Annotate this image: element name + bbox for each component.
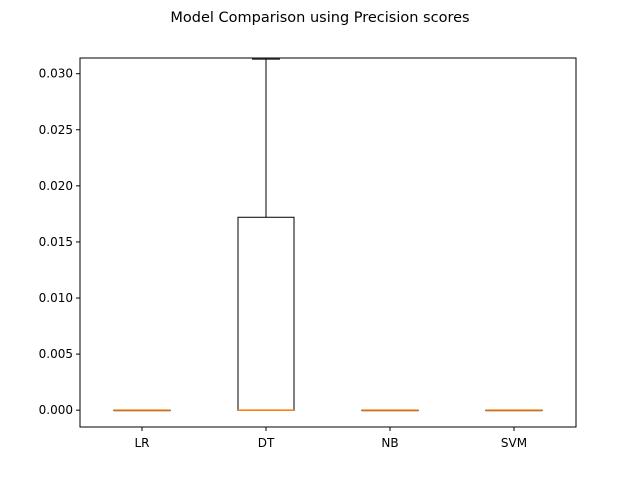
y-tick-label: 0.020 bbox=[39, 179, 73, 193]
y-tick-label: 0.015 bbox=[39, 235, 73, 249]
chart-title: Model Comparison using Precision scores bbox=[170, 10, 469, 26]
x-tick-label: NB bbox=[381, 436, 398, 450]
x-tick-label: DT bbox=[258, 436, 275, 450]
y-tick-label: 0.025 bbox=[39, 123, 73, 137]
y-tick-label: 0.005 bbox=[39, 347, 73, 361]
y-tick-label: 0.010 bbox=[39, 291, 73, 305]
x-tick-label: SVM bbox=[501, 436, 527, 450]
plot-area: 0.000 0.005 0.010 0.015 0.020 0.025 0.030 LR DT N… bbox=[39, 57, 577, 450]
x-tick-label: LR bbox=[134, 436, 149, 450]
axes-frame bbox=[79, 57, 577, 428]
y-tick-label: 0.000 bbox=[39, 403, 73, 417]
y-tick-label: 0.030 bbox=[39, 67, 73, 81]
